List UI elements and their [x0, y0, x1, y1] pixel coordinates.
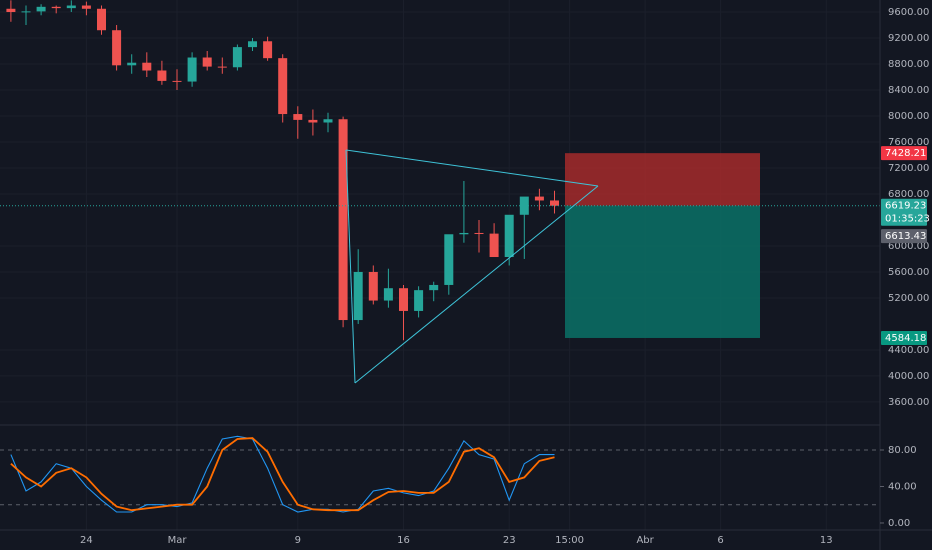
x-tick-label: 16: [397, 535, 410, 546]
candle-body: [97, 8, 106, 31]
candle-body: [36, 6, 46, 12]
marker-label: 6613.43: [885, 231, 926, 242]
candle-body: [474, 232, 484, 234]
candle-body: [127, 62, 137, 66]
axes: 3600.00 4000.00 4400.00 5200.00 5600.00 6000.…: [80, 7, 929, 546]
candle-body: [414, 290, 424, 311]
candle-body: [308, 119, 318, 123]
oscillator-line: [10, 437, 555, 512]
x-tick-label: Mar: [168, 535, 188, 546]
candle-body: [263, 41, 273, 59]
candle-body: [112, 30, 122, 66]
x-tick-label: 9: [295, 535, 301, 546]
candle-body: [202, 57, 212, 67]
candle-body: [278, 58, 288, 115]
x-tick-label: 24: [80, 535, 93, 546]
candle-body: [444, 234, 454, 285]
candle-body: [66, 5, 76, 9]
candle-body: [217, 66, 227, 68]
y-tick-label: 8400.00: [888, 85, 929, 96]
target-zone: [565, 205, 760, 338]
last-price-label: 6619.23: [885, 201, 926, 212]
x-tick-label: 6: [717, 535, 723, 546]
candles: [0, 0, 880, 341]
y-tick-label: 80.00: [888, 445, 917, 456]
y-tick-label: 9200.00: [888, 33, 929, 44]
trend-line: [345, 149, 599, 187]
oscillator-line: [10, 435, 555, 513]
candle-body: [157, 70, 167, 81]
candle-body: [21, 11, 31, 13]
stop-label: 7428.21: [885, 148, 926, 159]
candle-body: [187, 57, 197, 82]
candle-body: [399, 288, 408, 311]
candle-body: [81, 5, 91, 9]
candle-body: [293, 114, 303, 120]
y-tick-label: 3600.00: [888, 397, 929, 408]
y-tick-label: 40.00: [888, 481, 917, 492]
candle-body: [172, 80, 182, 82]
oscillator: [0, 435, 880, 513]
y-tick-label: 4000.00: [888, 371, 929, 382]
x-tick-label: 15:00: [555, 535, 584, 546]
candle-body: [383, 288, 393, 301]
y-tick-label: 7600.00: [888, 137, 929, 148]
trend-line: [354, 185, 599, 384]
candle-body: [353, 271, 363, 321]
y-tick-label: 5600.00: [888, 267, 929, 278]
y-tick-label: 8000.00: [888, 111, 929, 122]
candle-body: [338, 119, 348, 321]
candle-body: [232, 47, 242, 68]
last-price-bg: [881, 198, 927, 226]
candle-body: [519, 196, 529, 215]
candle-body: [248, 41, 257, 48]
target-label-bg: [881, 330, 927, 345]
candle-body: [489, 233, 499, 258]
triangle-drawing: [345, 149, 599, 384]
candle-body: [368, 271, 378, 301]
position-box: [565, 153, 760, 338]
candle-body: [429, 284, 439, 291]
y-tick-label: 0.00: [888, 518, 910, 529]
x-tick-label: Abr: [636, 535, 654, 546]
stop-zone: [565, 153, 760, 206]
x-tick-label: 13: [820, 535, 833, 546]
target-label: 4584.18: [885, 333, 926, 344]
candle-body: [323, 119, 333, 123]
candle-body: [51, 6, 61, 9]
trend-line: [345, 149, 356, 384]
y-tick-label: 7200.00: [888, 163, 929, 174]
candle-body: [550, 200, 559, 206]
y-tick-label: 8800.00: [888, 59, 929, 70]
price-tags: 7428.21 4584.18 6613.43 6619.23 01:35:23: [881, 146, 930, 345]
candle-body: [459, 232, 469, 235]
countdown: 01:35:23: [885, 214, 930, 225]
y-tick-label: 6800.00: [888, 189, 929, 200]
candle-body: [6, 8, 16, 13]
y-tick-label: 5200.00: [888, 293, 929, 304]
y-tick-label: 4400.00: [888, 345, 929, 356]
y-tick-label: 6000.00: [888, 241, 929, 252]
candle-body: [504, 214, 514, 258]
y-tick-label: 9600.00: [888, 7, 929, 18]
marker-label-bg: [881, 229, 927, 244]
stop-label-bg: [881, 146, 927, 161]
candle-body: [142, 62, 152, 71]
candle-body: [534, 196, 544, 201]
x-tick-label: 23: [503, 535, 516, 546]
